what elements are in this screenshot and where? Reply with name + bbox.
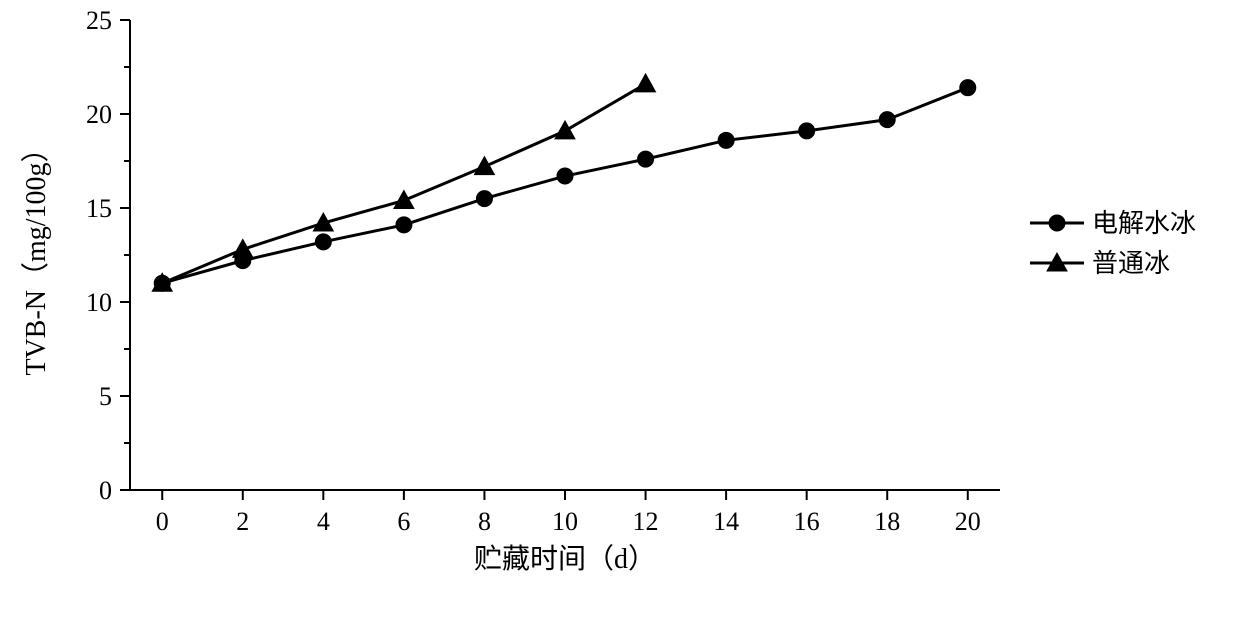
legend-marker-circle	[1049, 215, 1065, 231]
y-tick-label: 25	[86, 6, 112, 35]
x-tick-label: 4	[317, 507, 330, 536]
series-marker-triangle	[555, 121, 575, 139]
line-chart: 0 5 10 15 20 25 0 2 4 6 8 10 12 14 16 18 20 贮藏时间（d） TVB-N（…	[0, 0, 1240, 619]
y-axis-title: TVB-N（mg/100g）	[20, 134, 52, 375]
series-marker-triangle	[474, 157, 494, 175]
y-tick-label: 20	[86, 100, 112, 129]
legend-label: 电解水冰	[1092, 209, 1196, 238]
y-tick-label: 0	[99, 476, 112, 505]
series-marker-circle	[879, 112, 895, 128]
chart-container: 0 5 10 15 20 25 0 2 4 6 8 10 12 14 16 18 20 贮藏时间（d） TVB-N（…	[0, 0, 1240, 619]
series-marker-circle	[960, 80, 976, 96]
series-marker-circle	[638, 151, 654, 167]
series-marker-triangle	[636, 74, 656, 92]
series-marker-circle	[396, 217, 412, 233]
y-tick-label: 15	[86, 194, 112, 223]
series-line-circle	[162, 88, 968, 284]
series-marker-circle	[718, 132, 734, 148]
series-marker-circle	[476, 191, 492, 207]
series-marker-circle	[315, 234, 331, 250]
x-tick-label: 6	[397, 507, 410, 536]
y-tick-label: 10	[86, 288, 112, 317]
series-marker-triangle	[394, 190, 414, 208]
x-tick-label: 18	[874, 507, 900, 536]
x-tick-label: 2	[236, 507, 249, 536]
legend-label: 普通冰	[1092, 249, 1170, 278]
series-marker-circle	[557, 168, 573, 184]
x-tick-label: 0	[156, 507, 169, 536]
y-tick-label: 5	[99, 382, 112, 411]
x-axis-title: 贮藏时间（d）	[474, 543, 656, 575]
series-marker-circle	[799, 123, 815, 139]
x-tick-label: 16	[794, 507, 820, 536]
x-tick-label: 8	[478, 507, 491, 536]
x-tick-label: 12	[633, 507, 659, 536]
x-tick-label: 14	[713, 507, 739, 536]
x-tick-label: 10	[552, 507, 578, 536]
x-tick-label: 20	[955, 507, 981, 536]
